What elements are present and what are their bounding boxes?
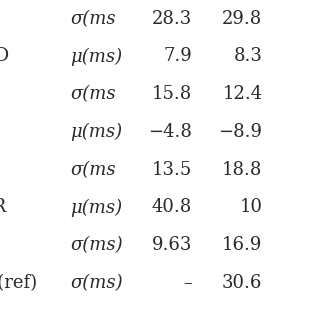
- Text: 8.3: 8.3: [234, 47, 262, 65]
- Text: σ(ms): σ(ms): [70, 236, 123, 254]
- Text: 40.8: 40.8: [152, 198, 192, 216]
- Text: σ(ms: σ(ms: [70, 161, 116, 179]
- Text: 12.4: 12.4: [222, 85, 262, 103]
- Text: UFIR: UFIR: [0, 198, 7, 216]
- Text: 18.8: 18.8: [222, 161, 262, 179]
- Text: −4.8: −4.8: [148, 123, 192, 141]
- Text: μ(ms): μ(ms): [70, 123, 123, 141]
- Text: 10: 10: [239, 198, 262, 216]
- Text: 29.8: 29.8: [222, 10, 262, 28]
- Text: σ(ms): σ(ms): [70, 274, 123, 292]
- Text: 9.63: 9.63: [152, 236, 192, 254]
- Text: 7.9: 7.9: [163, 47, 192, 65]
- Text: –: –: [183, 274, 192, 292]
- Text: −8.9: −8.9: [218, 123, 262, 141]
- Text: MMD: MMD: [0, 47, 10, 65]
- Text: 28.3: 28.3: [152, 10, 192, 28]
- Text: CSE(ref): CSE(ref): [0, 274, 37, 292]
- Text: μ(ms): μ(ms): [70, 198, 123, 217]
- Text: 30.6: 30.6: [222, 274, 262, 292]
- Text: 16.9: 16.9: [222, 236, 262, 254]
- Text: μ(ms): μ(ms): [70, 47, 123, 66]
- Text: σ(ms: σ(ms: [70, 10, 116, 28]
- Text: 15.8: 15.8: [152, 85, 192, 103]
- Text: σ(ms: σ(ms: [70, 85, 116, 103]
- Text: 13.5: 13.5: [152, 161, 192, 179]
